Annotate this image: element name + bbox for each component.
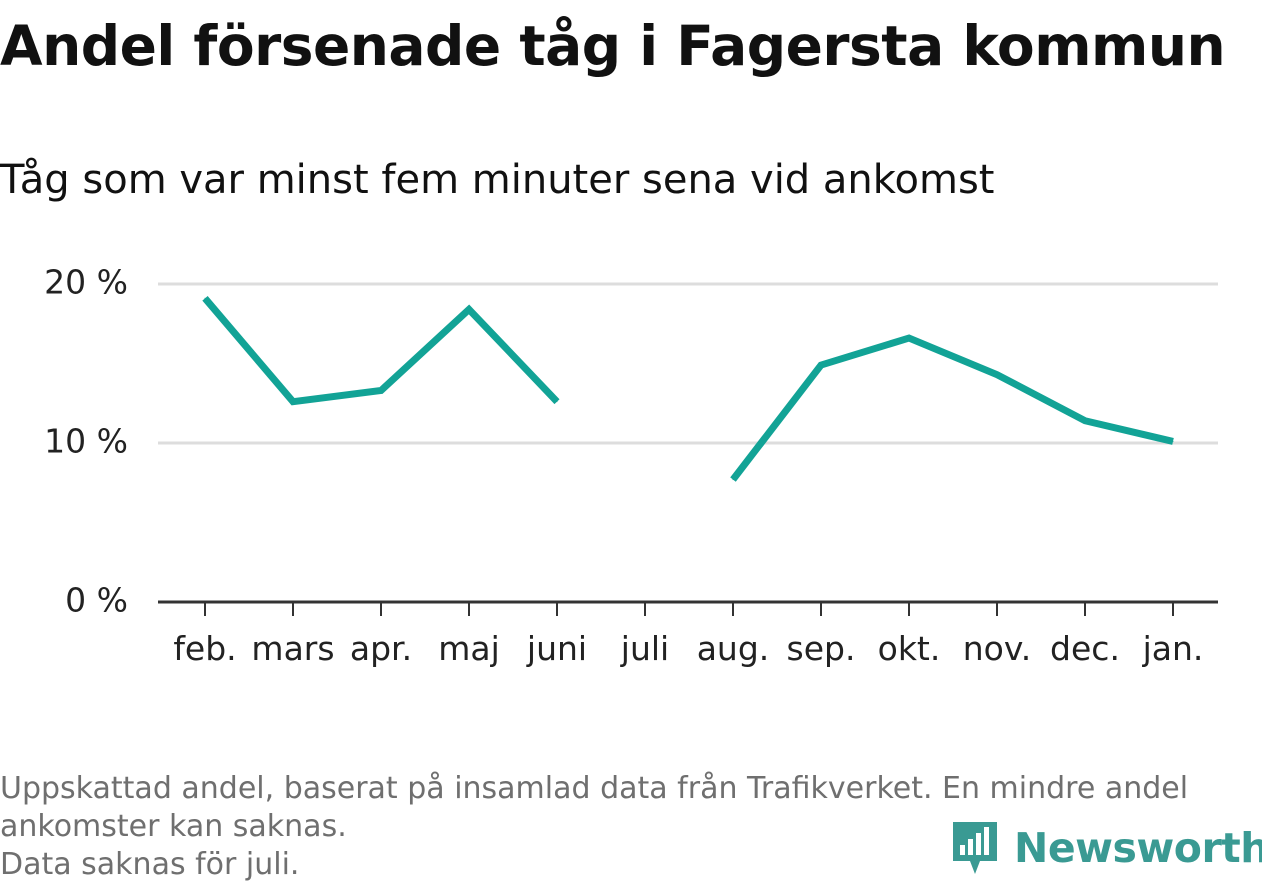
line-chart: 0 % 10 % 20 % feb. mars apr. maj juni juli aug. s… bbox=[44, 263, 1218, 668]
data-point bbox=[380, 390, 382, 392]
x-tick-label: jan. bbox=[1142, 629, 1204, 668]
footnote-line-3: Data saknas för juli. bbox=[0, 847, 300, 882]
chart-subtitle: Tåg som var minst fem minuter sena vid a… bbox=[0, 157, 995, 203]
series-line bbox=[730, 334, 1174, 482]
footnote-line-2: ankomster kan saknas. bbox=[0, 809, 347, 844]
data-point bbox=[732, 479, 734, 481]
data-point bbox=[1172, 440, 1174, 442]
chart-footnote: Uppskattad andel, baserat på insamlad da… bbox=[0, 770, 1250, 884]
newsworthy-logo-icon bbox=[953, 822, 997, 874]
x-tick-label: sep. bbox=[787, 629, 856, 668]
data-point bbox=[292, 401, 294, 403]
x-tick-label: aug. bbox=[697, 629, 770, 668]
data-point bbox=[908, 337, 910, 339]
x-axis: feb. mars apr. maj juni juli aug. sep. okt. nov. d… bbox=[158, 600, 1218, 668]
y-tick-label: 10 % bbox=[44, 422, 128, 461]
data-point bbox=[1084, 420, 1086, 422]
x-tick-label: juli bbox=[620, 629, 669, 668]
series-lines bbox=[202, 296, 1174, 482]
x-tick-label: apr. bbox=[350, 629, 412, 668]
x-tick-label: mars bbox=[251, 629, 334, 668]
data-point bbox=[468, 308, 470, 310]
footnote-line-1: Uppskattad andel, baserat på insamlad da… bbox=[0, 771, 1189, 806]
x-tick-label: maj bbox=[438, 629, 500, 668]
x-tick-label: nov. bbox=[963, 629, 1032, 668]
series-line bbox=[202, 296, 560, 406]
data-point bbox=[996, 374, 998, 376]
gridlines bbox=[158, 282, 1218, 445]
x-tick-label: dec. bbox=[1050, 629, 1120, 668]
x-tick-label: juni bbox=[526, 629, 587, 668]
data-point bbox=[204, 297, 206, 299]
chart-title: Andel försenade tåg i Fagersta kommun bbox=[0, 14, 1226, 78]
x-tick-label: feb. bbox=[173, 629, 236, 668]
data-point bbox=[556, 401, 558, 403]
y-axis-ticks: 0 % 10 % 20 % bbox=[44, 263, 128, 620]
brand-name: Newsworthy bbox=[1014, 824, 1262, 872]
y-tick-label: 20 % bbox=[44, 263, 128, 302]
data-point bbox=[820, 364, 822, 366]
x-tick-label: okt. bbox=[878, 629, 941, 668]
y-tick-label: 0 % bbox=[65, 581, 128, 620]
newsworthy-logo: Newsworthy bbox=[950, 818, 1262, 878]
